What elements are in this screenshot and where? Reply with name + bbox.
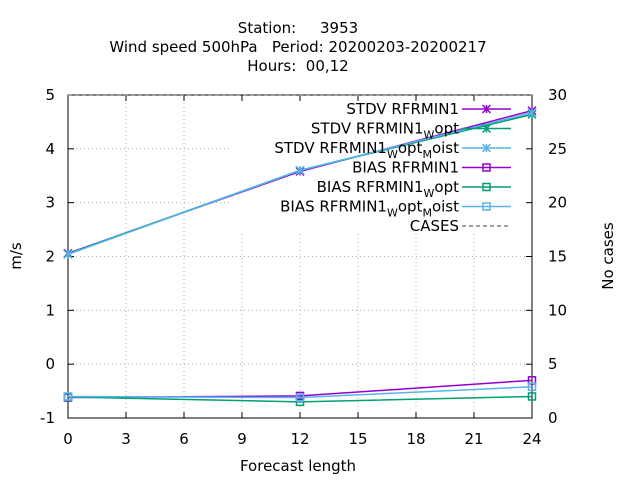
- title-line-1: Station: 3953: [238, 19, 358, 37]
- grid: [68, 95, 532, 418]
- y2-tick-label: 30: [548, 86, 567, 104]
- y2-tick-label: 0: [548, 409, 558, 427]
- y-tick-label: 2: [45, 248, 55, 266]
- legend-label-part: opt: [434, 178, 459, 196]
- legend-entry: STDV RFRMIN1: [346, 100, 511, 118]
- data-point-square: [482, 163, 491, 172]
- legend-label-part: oist: [432, 139, 459, 157]
- legend-label-part: BIAS RFRMIN1: [352, 159, 459, 177]
- legend-label-part: W: [424, 129, 435, 142]
- data-point-star: [481, 123, 492, 134]
- y-tick-label: 1: [45, 301, 55, 319]
- y-tick-label: -1: [40, 409, 55, 427]
- x-tick-label: 9: [237, 430, 247, 448]
- legend-label-part: W: [387, 148, 398, 161]
- legend-label-part: M: [422, 207, 432, 220]
- title-line-3: Hours: 00,12: [247, 57, 348, 75]
- y-tick-label: 3: [45, 194, 55, 212]
- y-axis-label: m/s: [7, 242, 25, 270]
- data-point-star: [527, 108, 537, 118]
- legend-label: BIAS RFRMIN1: [352, 159, 459, 177]
- y2-axis-label: No cases: [599, 222, 617, 290]
- x-tick-label: 0: [63, 430, 73, 448]
- y-tick-label: 5: [45, 86, 55, 104]
- data-point-star: [481, 143, 492, 153]
- y2-tick-label: 5: [548, 355, 558, 373]
- legend-label: STDV RFRMIN1: [346, 100, 459, 118]
- data-point-square: [527, 392, 537, 401]
- legend-label: BIAS RFRMIN1Wopt: [317, 178, 459, 200]
- chart-title: Station: 3953 Wind speed 500hPa Period: …: [109, 19, 486, 75]
- legend-label-part: STDV RFRMIN1: [274, 139, 387, 157]
- series-line: [67, 112, 533, 256]
- legend-label-part: oist: [432, 198, 459, 216]
- data-point-square: [482, 202, 491, 211]
- legend-entry: CASES: [410, 217, 511, 235]
- legend-label-part: CASES: [410, 217, 459, 235]
- data-point-square: [63, 392, 73, 401]
- x-tick-label: 12: [290, 430, 309, 448]
- title-line-2: Wind speed 500hPa Period: 20200203-20200…: [109, 38, 486, 56]
- legend-label-part: W: [424, 187, 435, 200]
- x-tick-label: 6: [179, 430, 189, 448]
- series-1: [63, 109, 537, 259]
- series-2: [63, 108, 537, 259]
- legend-entry: BIAS RFRMIN1WoptMoist: [280, 198, 511, 220]
- legend-label: STDV RFRMIN1Wopt: [311, 120, 459, 142]
- legend-label: CASES: [410, 217, 459, 235]
- legend-label-part: W: [387, 207, 398, 220]
- data-point-square: [295, 393, 305, 402]
- x-tick-label: 18: [406, 430, 425, 448]
- legend-label-part: BIAS RFRMIN1: [317, 178, 424, 196]
- series-layer: [63, 94, 537, 407]
- data-point-square: [295, 397, 305, 407]
- x-tick-label: 3: [121, 430, 131, 448]
- data-point-square: [527, 382, 537, 392]
- legend-label-part: BIAS RFRMIN1: [280, 198, 387, 216]
- series-line: [67, 395, 533, 403]
- series-line: [67, 109, 533, 254]
- legend-label: BIAS RFRMIN1WoptMoist: [280, 198, 459, 220]
- y-tick-label: 4: [45, 140, 55, 158]
- data-point-star: [295, 165, 305, 175]
- y2-tick-label: 25: [548, 140, 567, 158]
- series-line: [67, 113, 533, 255]
- legend-label-part: M: [422, 148, 432, 161]
- legend-entry: BIAS RFRMIN1: [352, 159, 511, 177]
- y2-tick-label: 20: [548, 194, 567, 212]
- legend-label-part: opt: [398, 198, 423, 216]
- legend-label-part: opt: [398, 139, 423, 157]
- x-tick-label: 15: [348, 430, 367, 448]
- series-line: [67, 386, 533, 399]
- legend-label-part: STDV RFRMIN1: [311, 120, 424, 138]
- y-tick-label: 0: [45, 355, 55, 373]
- legend-label-part: STDV RFRMIN1: [346, 100, 459, 118]
- x-tick-label: 21: [464, 430, 483, 448]
- data-point-star: [481, 104, 492, 114]
- legend-entry: STDV RFRMIN1WoptMoist: [274, 139, 511, 161]
- series-5: [63, 382, 537, 402]
- legend-label-part: opt: [434, 120, 459, 138]
- data-point-star: [63, 249, 73, 259]
- legend-label: STDV RFRMIN1WoptMoist: [274, 139, 459, 161]
- y2-tick-label: 10: [548, 301, 567, 319]
- y2-tick-label: 15: [548, 248, 567, 266]
- x-tick-label: 24: [522, 430, 541, 448]
- data-point-square: [482, 182, 491, 192]
- x-axis-label: Forecast length: [240, 457, 356, 475]
- legend-entry: STDV RFRMIN1Wopt: [311, 120, 511, 142]
- legend-entry: BIAS RFRMIN1Wopt: [317, 178, 511, 200]
